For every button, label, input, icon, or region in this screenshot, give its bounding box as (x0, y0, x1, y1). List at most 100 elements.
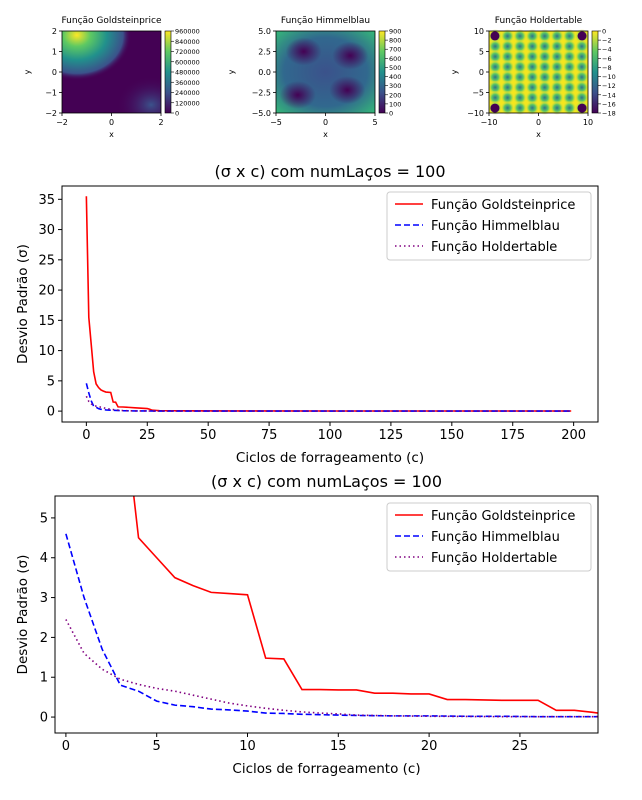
heatmap-cell (550, 70, 565, 85)
heatmap-cell (512, 70, 527, 85)
colorbar-tick-label: 300 (389, 82, 401, 90)
legend-label: Função Himmelblau (431, 530, 560, 545)
colorbar-tick-label: −16 (602, 100, 616, 108)
y-tick-label: 0 (479, 68, 484, 77)
x-tick-label: 150 (439, 428, 464, 443)
colorbar-tick-label: 960000 (175, 28, 200, 36)
x-tick-label: 20 (421, 739, 438, 754)
heatmap-title: Função Himmelblau (281, 16, 370, 26)
colorbar-tick-label: −10 (602, 73, 616, 81)
y-tick-label: −5 (472, 89, 484, 98)
legend-label: Função Goldsteinprice (431, 198, 575, 213)
y-tick-label: −1 (45, 89, 57, 98)
heatmap-cell (562, 90, 577, 105)
y-tick-label: 5 (479, 48, 484, 57)
heatmap-cell (574, 90, 589, 105)
colorbar (378, 30, 386, 114)
x-tick-label: 2 (158, 118, 163, 127)
heatmap-cell (574, 59, 589, 74)
heatmap-cell (512, 90, 527, 105)
legend-label: Função Holdertable (431, 240, 557, 255)
colorbar-tick-label: −18 (602, 110, 616, 118)
heatmap-cell (574, 70, 589, 85)
x-tick-label: 0 (536, 118, 541, 127)
heatmap-cell (550, 29, 565, 44)
series-line-3 (65, 619, 598, 718)
heatmap-cell (525, 100, 540, 115)
heatmap-cell (525, 39, 540, 54)
y-tick-label: 0 (52, 68, 57, 77)
colorbar (591, 30, 599, 114)
x-tick-label: −2 (56, 118, 68, 127)
heatmap-cell (550, 80, 565, 95)
heatmap-cell (500, 80, 515, 95)
y-tick-label: 1 (40, 671, 48, 686)
heatmap-minimum (329, 76, 366, 105)
heatmap-cell (537, 80, 552, 95)
heatmap-cell (550, 39, 565, 54)
x-tick-label: 25 (512, 739, 529, 754)
x-axis-label: x (536, 130, 541, 139)
legend-box (386, 191, 592, 261)
heatmap-cell (562, 100, 577, 115)
colorbar-tick-label: 240000 (175, 89, 200, 97)
series-line-1 (132, 496, 598, 714)
heatmap-cell (488, 49, 503, 64)
y-tick-label: 10 (474, 27, 484, 36)
y-tick-label: 0 (40, 711, 48, 726)
colorbar-tick-label: −2 (602, 37, 612, 45)
heatmap-panel-3: Função Holdertable−10 0 10x1050−5−10y0−2−4… (450, 16, 616, 139)
series-group (65, 496, 598, 718)
heatmap-minimum (332, 41, 369, 70)
heatmap-cell (512, 59, 527, 74)
colorbar-tick-label: 700 (389, 46, 401, 54)
x-tick-label: 10 (583, 118, 593, 127)
x-tick-label: 0 (109, 118, 114, 127)
colorbar-tick-label: 900 (389, 28, 401, 36)
y-tick-label: 30 (38, 223, 55, 238)
chart-title: (σ x c) com numLaços = 100 (211, 472, 442, 491)
heatmap-cell (574, 39, 589, 54)
y-tick-label: −5.0 (252, 109, 271, 118)
heatmap-cell (537, 90, 552, 105)
heatmap-cell (562, 49, 577, 64)
colorbar-tick-label: −6 (602, 55, 612, 63)
y-tick-label: 5 (47, 374, 55, 389)
colorbar-tick-label: 600000 (175, 58, 200, 66)
heatmap-cell (500, 39, 515, 54)
plot-frame (54, 495, 599, 734)
y-tick-label: 3 (40, 591, 48, 606)
y-axis-label: y (450, 69, 459, 74)
y-axis-label: Desvio Padrão (σ) (15, 555, 31, 675)
y-tick-label: 25 (38, 253, 55, 268)
x-axis-label: x (323, 130, 328, 139)
x-axis-label: x (109, 130, 114, 139)
heatmap-cell (525, 70, 540, 85)
x-tick-label: 50 (200, 428, 217, 443)
colorbar-tick-label: 120000 (175, 99, 200, 107)
legend: Função Goldsteinprice Função Himmelblau Fu… (386, 502, 592, 572)
heatmap-cell (525, 49, 540, 64)
heatmap-cell (525, 80, 540, 95)
y-axis-label: y (227, 69, 236, 74)
heatmap-cell (537, 100, 552, 115)
colorbar-tick-label: 200 (389, 91, 401, 99)
colorbar (164, 30, 172, 114)
heatmap-title: Função Holdertable (495, 16, 583, 26)
y-tick-label: 15 (38, 314, 55, 329)
x-tick-label: −10 (481, 118, 498, 127)
colorbar-tick-label: 360000 (175, 79, 200, 87)
heatmap-cell (574, 49, 589, 64)
legend-label: Função Holdertable (431, 551, 557, 566)
heatmap-minimum (577, 103, 587, 113)
x-tick-label: 175 (500, 428, 525, 443)
colorbar-tick-label: 800 (389, 37, 401, 45)
heatmap-cell (512, 39, 527, 54)
heatmap-cell (512, 80, 527, 95)
x-axis-label: Ciclos de forrageamento (c) (236, 450, 424, 466)
series-line-2 (85, 383, 572, 412)
colorbar-tick-label: 480000 (175, 69, 200, 77)
x-tick-label: 25 (139, 428, 156, 443)
